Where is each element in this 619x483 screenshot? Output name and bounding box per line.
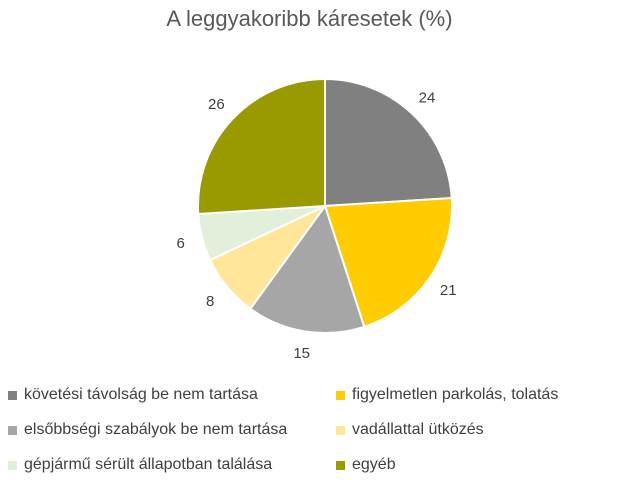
legend-label: követési távolság be nem tartása <box>24 386 258 403</box>
pie-slice <box>248 203 366 334</box>
legend-swatch <box>336 425 345 435</box>
data-label: 15 <box>293 345 310 362</box>
data-label: 6 <box>177 235 185 252</box>
data-label: 26 <box>208 96 225 113</box>
legend-item-kovetesi-tavolsag: követési távolság be nem tartása <box>8 384 336 406</box>
pie-chart: 24 21 15 8 6 26 <box>177 77 457 362</box>
legend-swatch <box>8 425 17 435</box>
pie-slice <box>324 77 453 208</box>
legend-swatch <box>336 390 345 400</box>
legend-item-elsobbsegi-szabalyok: elsőbbségi szabályok be nem tartása <box>8 419 336 441</box>
legend-label: elsőbbségi szabályok be nem tartása <box>24 421 288 438</box>
legend-label: figyelmetlen parkolás, tolatás <box>352 386 559 403</box>
chart-title: A leggyakoribb káresetek (%) <box>166 6 453 31</box>
legend: követési távolság be nem tartása figyelm… <box>8 384 613 476</box>
pie-slice <box>197 77 326 216</box>
legend-label: gépjármű sérült állapotban találása <box>24 456 273 473</box>
data-label: 21 <box>440 282 457 299</box>
pie-slice <box>323 196 453 329</box>
legend-item-gepjarmu-serult: gépjármű sérült állapotban találása <box>8 454 336 476</box>
legend-swatch <box>336 460 345 470</box>
legend-item-egyeb: egyéb <box>336 454 606 476</box>
legend-item-vadallattal-utkozes: vadállattal ütközés <box>336 419 606 441</box>
data-label: 24 <box>419 89 436 106</box>
legend-swatch <box>8 460 17 470</box>
legend-item-figyelmetlen-parkolas: figyelmetlen parkolás, tolatás <box>336 384 606 406</box>
legend-label: egyéb <box>352 456 396 473</box>
legend-label: vadállattal ütközés <box>352 421 484 438</box>
legend-swatch <box>8 390 17 400</box>
data-label: 8 <box>206 293 214 310</box>
